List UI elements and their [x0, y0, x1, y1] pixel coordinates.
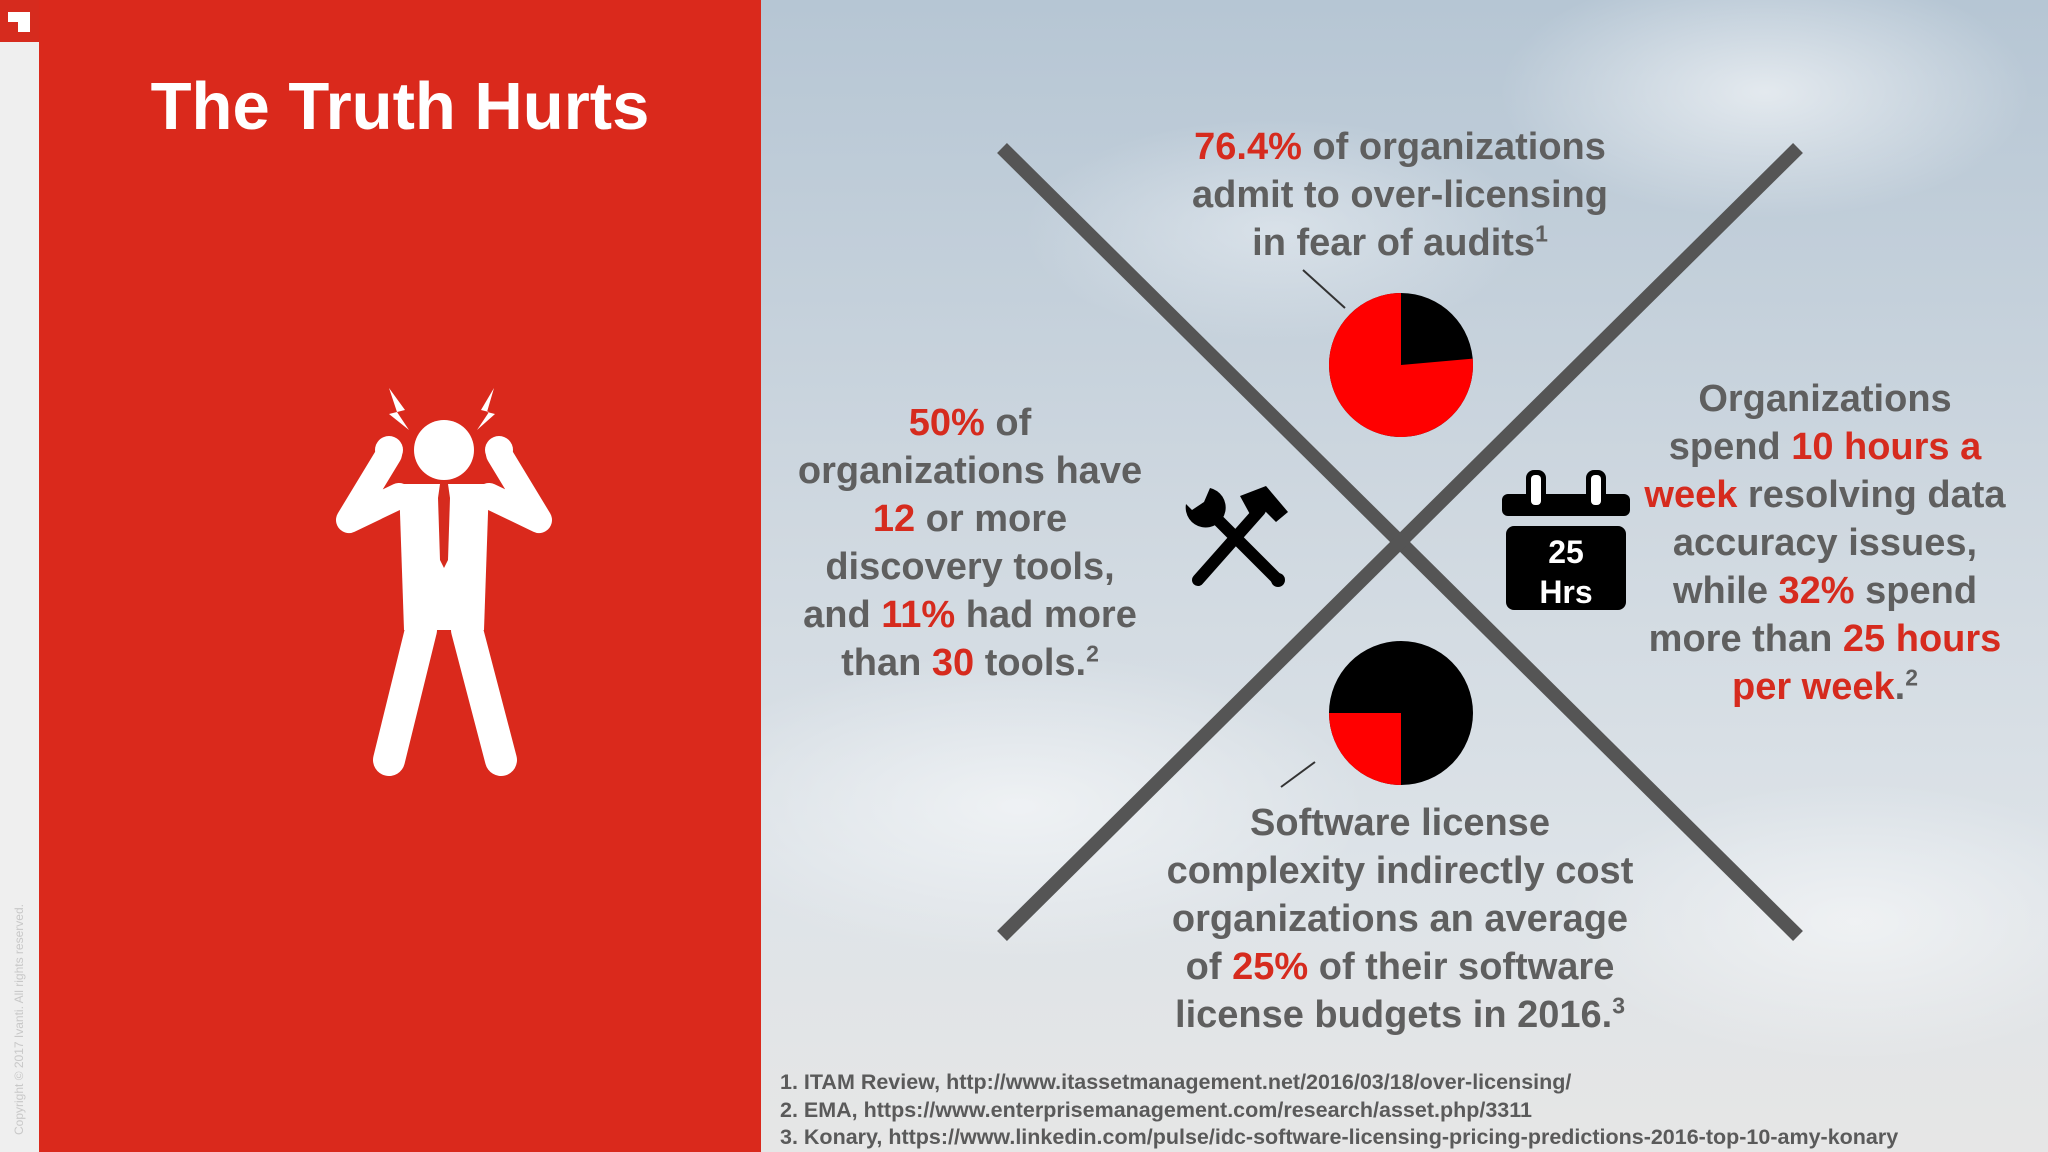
stat-text: more than	[1648, 618, 1843, 660]
stat-highlight: 25 hours	[1842, 618, 2002, 660]
stat-text: spend	[1854, 570, 1978, 612]
stat-text: .	[1894, 666, 1906, 708]
stat-text: in fear of audits	[1252, 222, 1536, 264]
footnote-ref: 3	[1612, 992, 1625, 1019]
pie-top-red-slice	[1329, 293, 1473, 437]
stat-text: of organizations	[1301, 126, 1606, 168]
wrench-hammer-icon	[1185, 486, 1288, 587]
stressed-man-icon	[336, 388, 552, 776]
footnote-item[interactable]: 3. Konary, https://www.linkedin.com/puls…	[780, 1125, 1899, 1149]
x-line-ascending	[997, 143, 1803, 941]
stat-data-accuracy: Organizations spend 10 hours a week reso…	[1615, 375, 2035, 711]
stat-text: tools.	[974, 642, 1087, 684]
stat-text: while	[1672, 570, 1779, 612]
stat-text: resolving data	[1737, 474, 2006, 516]
stat-text: of their software	[1308, 946, 1615, 988]
stat-highlight: per week	[1731, 666, 1895, 708]
stat-text: license budgets in 2016.	[1175, 994, 1613, 1036]
title-panel: The Truth Hurts	[39, 0, 761, 1152]
logo[interactable]	[0, 0, 39, 42]
stat-text: organizations have	[797, 450, 1143, 492]
stat-text: or more	[915, 498, 1068, 540]
stat-text: and	[803, 594, 882, 636]
stat-highlight: 25%	[1232, 946, 1309, 988]
stat-discovery-tools: 50% of organizations have 12 or more dis…	[760, 399, 1180, 687]
left-sidebar: Copyright © 2017 Ivanti. All rights rese…	[0, 0, 39, 1152]
calendar-hours: 25	[1548, 534, 1584, 570]
calendar-label: 25 Hrs	[1500, 532, 1632, 612]
stat-highlight: 50%	[908, 402, 985, 444]
stat-text: spend	[1668, 426, 1792, 468]
stat-highlight: 11%	[881, 594, 956, 636]
page-title: The Truth Hurts	[150, 69, 650, 144]
stat-text: than	[841, 642, 932, 684]
footnote-ref: 1	[1535, 220, 1548, 247]
stat-highlight: week	[1644, 474, 1738, 516]
pie-chart-over-licensing	[1329, 293, 1473, 437]
stat-text: Software license	[1250, 802, 1550, 844]
stat-text: of	[1185, 946, 1233, 988]
stat-highlight: 32%	[1778, 570, 1855, 612]
stat-text: organizations an average	[1171, 898, 1629, 940]
stat-highlight: 12	[872, 498, 916, 540]
footnote-ref: 2	[1086, 640, 1099, 667]
stat-text: accuracy issues,	[1672, 522, 1978, 564]
stat-text: admit to over-licensing	[1192, 174, 1608, 216]
stat-highlight: 76.4%	[1194, 126, 1302, 168]
calendar-hrs-unit: Hrs	[1539, 574, 1593, 610]
calendar-shape	[1502, 470, 1630, 610]
sky-background	[761, 0, 2048, 1152]
pie-chart-license-cost	[1329, 641, 1473, 785]
stat-over-licensing: 76.4% of organizations admit to over-lic…	[1130, 123, 1670, 267]
footnotes-list: 1. ITAM Review, http://www.itassetmanage…	[780, 1069, 1898, 1152]
calendar-icon: 25 Hrs	[1500, 470, 1632, 612]
pie-bottom-red-slice	[1329, 713, 1401, 785]
stat-text: had more	[955, 594, 1137, 636]
footnote-item[interactable]: 2. EMA, https://www.enterprisemanagement…	[780, 1097, 1532, 1122]
stat-text: of	[984, 402, 1032, 444]
stat-license-cost: Software license complexity indirectly c…	[1120, 799, 1680, 1039]
footnote-ref: 2	[1905, 664, 1918, 691]
stat-text: Organizations	[1698, 378, 1952, 420]
stat-highlight: 10 hours a	[1791, 426, 1982, 468]
logo-icon	[8, 12, 30, 32]
footnote-item[interactable]: 1. ITAM Review, http://www.itassetmanage…	[780, 1070, 1572, 1094]
pie-bottom-leader	[1280, 761, 1316, 788]
stat-highlight: 30	[931, 642, 975, 684]
pie-top-leader	[1302, 269, 1346, 309]
stat-text: discovery tools,	[825, 546, 1115, 588]
stat-text: complexity indirectly cost	[1166, 850, 1634, 892]
